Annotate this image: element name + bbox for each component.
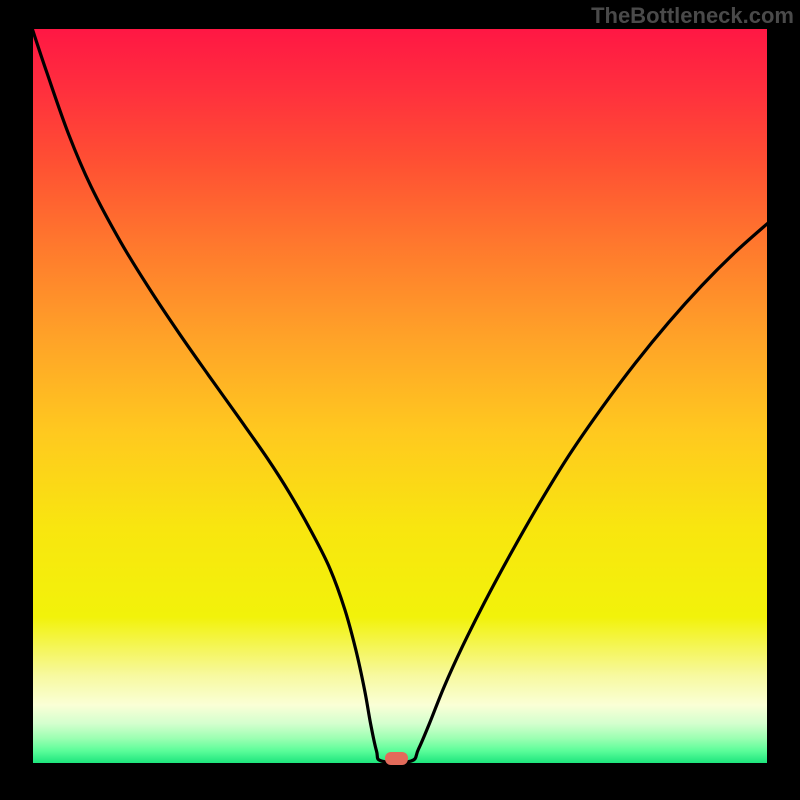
watermark-text: TheBottleneck.com [591, 3, 794, 29]
optimal-point-marker [385, 752, 408, 765]
chart-svg [0, 0, 800, 800]
chart-container: TheBottleneck.com [0, 0, 800, 800]
plot-background [32, 28, 768, 764]
